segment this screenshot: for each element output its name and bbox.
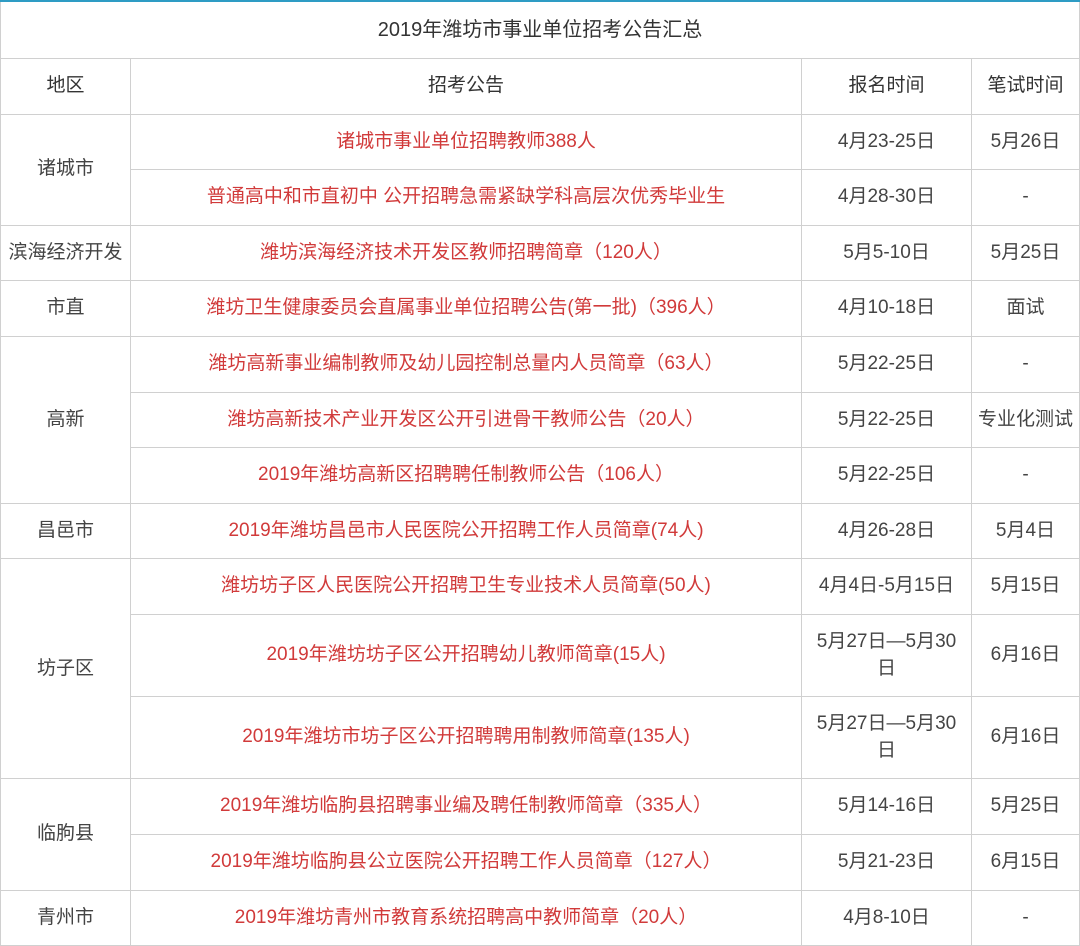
apply-time-cell: 4月4日-5月15日	[802, 559, 972, 615]
table-row: 青州市2019年潍坊青州市教育系统招聘高中教师简章（20人）4月8-10日-	[1, 890, 1080, 946]
apply-time-cell: 4月26-28日	[802, 503, 972, 559]
announcement-link[interactable]: 2019年潍坊坊子区公开招聘幼儿教师简章(15人)	[131, 614, 802, 696]
apply-time-cell: 5月22-25日	[802, 448, 972, 504]
apply-time-cell: 5月27日—5月30日	[802, 614, 972, 696]
exam-time-cell: 6月16日	[972, 614, 1080, 696]
table-row: 2019年潍坊市坊子区公开招聘聘用制教师简章(135人)5月27日—5月30日6…	[1, 697, 1080, 779]
table-row: 潍坊高新技术产业开发区公开引进骨干教师公告（20人）5月22-25日专业化测试	[1, 392, 1080, 448]
exam-time-cell: 5月26日	[972, 114, 1080, 170]
exam-time-cell: -	[972, 890, 1080, 946]
region-cell: 市直	[1, 281, 131, 337]
exam-time-cell: 5月25日	[972, 779, 1080, 835]
table-row: 2019年潍坊临朐县公立医院公开招聘工作人员简章（127人）5月21-23日6月…	[1, 834, 1080, 890]
region-cell: 昌邑市	[1, 503, 131, 559]
announcement-link[interactable]: 2019年潍坊临朐县招聘事业编及聘任制教师简章（335人）	[131, 779, 802, 835]
header-exam-time: 笔试时间	[972, 59, 1080, 115]
exam-time-cell: -	[972, 448, 1080, 504]
announcement-link[interactable]: 潍坊卫生健康委员会直属事业单位招聘公告(第一批)（396人）	[131, 281, 802, 337]
region-cell: 临朐县	[1, 779, 131, 890]
exam-time-cell: 面试	[972, 281, 1080, 337]
announcement-link[interactable]: 诸城市事业单位招聘教师388人	[131, 114, 802, 170]
table-row: 普通高中和市直初中 公开招聘急需紧缺学科高层次优秀毕业生4月28-30日-	[1, 170, 1080, 226]
table-row: 昌邑市2019年潍坊昌邑市人民医院公开招聘工作人员简章(74人)4月26-28日…	[1, 503, 1080, 559]
apply-time-cell: 5月21-23日	[802, 834, 972, 890]
exam-time-cell: -	[972, 336, 1080, 392]
exam-time-cell: 6月16日	[972, 697, 1080, 779]
exam-time-cell: 5月25日	[972, 225, 1080, 281]
announcement-link[interactable]: 2019年潍坊高新区招聘聘任制教师公告（106人）	[131, 448, 802, 504]
table-row: 滨海经济开发潍坊滨海经济技术开发区教师招聘简章（120人）5月5-10日5月25…	[1, 225, 1080, 281]
region-cell: 青州市	[1, 890, 131, 946]
title-row: 2019年潍坊市事业单位招考公告汇总	[1, 1, 1080, 59]
exam-time-cell: 5月4日	[972, 503, 1080, 559]
apply-time-cell: 5月22-25日	[802, 336, 972, 392]
table-body: 2019年潍坊市事业单位招考公告汇总 地区 招考公告 报名时间 笔试时间 诸城市…	[1, 1, 1080, 946]
apply-time-cell: 5月14-16日	[802, 779, 972, 835]
header-region: 地区	[1, 59, 131, 115]
apply-time-cell: 5月5-10日	[802, 225, 972, 281]
table-row: 高新潍坊高新事业编制教师及幼儿园控制总量内人员简章（63人）5月22-25日-	[1, 336, 1080, 392]
exam-time-cell: 6月15日	[972, 834, 1080, 890]
announcement-link[interactable]: 潍坊滨海经济技术开发区教师招聘简章（120人）	[131, 225, 802, 281]
region-cell: 诸城市	[1, 114, 131, 225]
table-title: 2019年潍坊市事业单位招考公告汇总	[1, 1, 1080, 59]
exam-time-cell: 专业化测试	[972, 392, 1080, 448]
announcement-link[interactable]: 潍坊高新事业编制教师及幼儿园控制总量内人员简章（63人）	[131, 336, 802, 392]
apply-time-cell: 4月28-30日	[802, 170, 972, 226]
recruitment-summary-table: 2019年潍坊市事业单位招考公告汇总 地区 招考公告 报名时间 笔试时间 诸城市…	[0, 0, 1080, 946]
table-row: 2019年潍坊高新区招聘聘任制教师公告（106人）5月22-25日-	[1, 448, 1080, 504]
header-apply-time: 报名时间	[802, 59, 972, 115]
header-row: 地区 招考公告 报名时间 笔试时间	[1, 59, 1080, 115]
table-row: 2019年潍坊坊子区公开招聘幼儿教师简章(15人)5月27日—5月30日6月16…	[1, 614, 1080, 696]
table-row: 临朐县2019年潍坊临朐县招聘事业编及聘任制教师简章（335人）5月14-16日…	[1, 779, 1080, 835]
region-cell: 坊子区	[1, 559, 131, 779]
apply-time-cell: 5月22-25日	[802, 392, 972, 448]
apply-time-cell: 4月10-18日	[802, 281, 972, 337]
announcement-link[interactable]: 2019年潍坊市坊子区公开招聘聘用制教师简章(135人)	[131, 697, 802, 779]
table-row: 诸城市诸城市事业单位招聘教师388人4月23-25日5月26日	[1, 114, 1080, 170]
apply-time-cell: 5月27日—5月30日	[802, 697, 972, 779]
announcement-link[interactable]: 潍坊坊子区人民医院公开招聘卫生专业技术人员简章(50人)	[131, 559, 802, 615]
apply-time-cell: 4月8-10日	[802, 890, 972, 946]
table-row: 市直潍坊卫生健康委员会直属事业单位招聘公告(第一批)（396人）4月10-18日…	[1, 281, 1080, 337]
exam-time-cell: -	[972, 170, 1080, 226]
announcement-link[interactable]: 2019年潍坊青州市教育系统招聘高中教师简章（20人）	[131, 890, 802, 946]
announcement-link[interactable]: 2019年潍坊昌邑市人民医院公开招聘工作人员简章(74人)	[131, 503, 802, 559]
announcement-link[interactable]: 潍坊高新技术产业开发区公开引进骨干教师公告（20人）	[131, 392, 802, 448]
announcement-link[interactable]: 普通高中和市直初中 公开招聘急需紧缺学科高层次优秀毕业生	[131, 170, 802, 226]
region-cell: 高新	[1, 336, 131, 503]
announcement-link[interactable]: 2019年潍坊临朐县公立医院公开招聘工作人员简章（127人）	[131, 834, 802, 890]
table-row: 坊子区潍坊坊子区人民医院公开招聘卫生专业技术人员简章(50人)4月4日-5月15…	[1, 559, 1080, 615]
exam-time-cell: 5月15日	[972, 559, 1080, 615]
apply-time-cell: 4月23-25日	[802, 114, 972, 170]
region-cell: 滨海经济开发	[1, 225, 131, 281]
header-announcement: 招考公告	[131, 59, 802, 115]
